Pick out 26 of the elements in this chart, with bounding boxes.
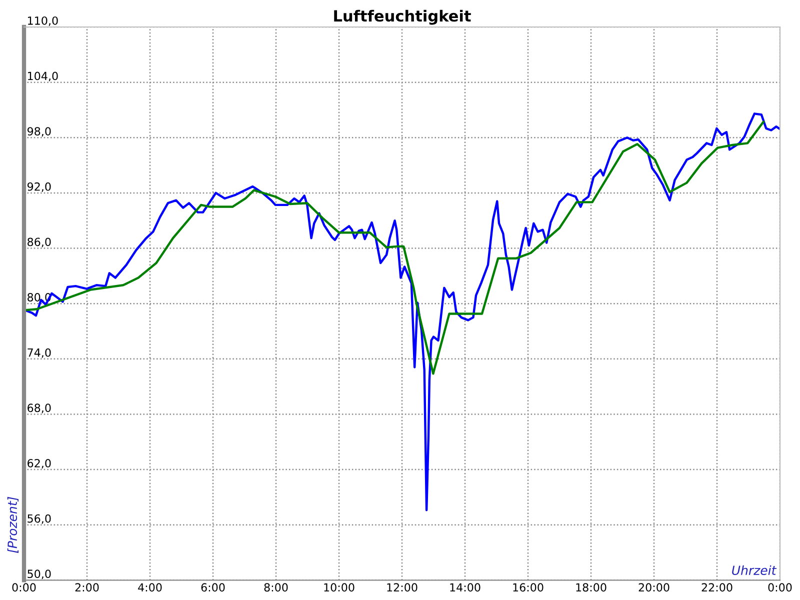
y-tick-label: 104,0 xyxy=(28,72,58,82)
x-tick-label: 16:00 xyxy=(513,583,544,592)
x-tick-label: 20:00 xyxy=(638,583,670,592)
x-tick-label: 2:00 xyxy=(75,583,99,592)
x-tick-label: 6:00 xyxy=(201,583,225,592)
y-tick-label: 86,0 xyxy=(28,238,51,248)
y-tick-label: 56,0 xyxy=(28,514,51,524)
chart-title: Luftfeuchtigkeit xyxy=(334,10,471,25)
x-tick-label: 22:00 xyxy=(702,583,732,592)
y-tick-label: 110,0 xyxy=(28,16,58,26)
x-tick-label: 10:00 xyxy=(324,583,354,592)
x-axis-title: Uhrzeit xyxy=(732,565,777,576)
x-tick-label: 14:00 xyxy=(450,583,480,592)
x-tick-label: 18:00 xyxy=(576,583,606,592)
x-tick-label: 4:00 xyxy=(138,583,162,592)
x-tick-label: 0:00 xyxy=(12,583,36,592)
x-tick-label: 12:00 xyxy=(387,583,418,592)
y-tick-label: 50,0 xyxy=(28,570,51,580)
y-tick-label: 98,0 xyxy=(27,127,51,137)
x-tick-label: 0:00 xyxy=(768,583,792,592)
y-tick-label: 68,0 xyxy=(28,404,51,414)
y-tick-label: 92,0 xyxy=(27,182,51,192)
y-tick-label: 74,0 xyxy=(28,348,51,358)
y-axis-title: [Prozent] xyxy=(7,496,19,553)
y-tick-label: 62,0 xyxy=(28,459,51,469)
x-tick-label: 8:00 xyxy=(264,583,288,592)
